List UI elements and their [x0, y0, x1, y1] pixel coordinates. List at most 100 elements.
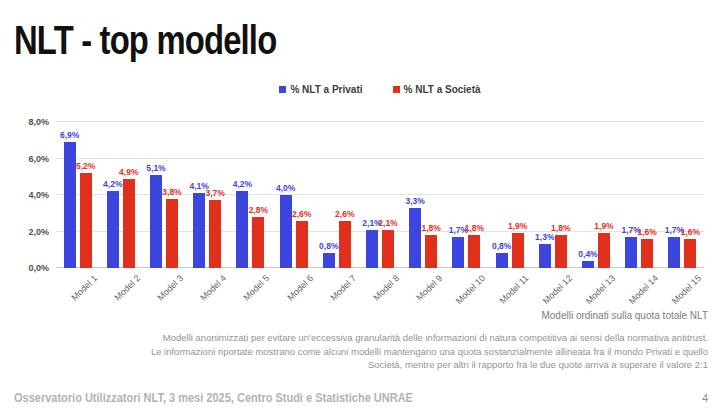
plot-area: 0,0%2,0%4,0%6,0%8,0%6,9%5,2%Model 14,2%4…: [56, 122, 704, 268]
bar-societa: 1,9%: [598, 233, 610, 268]
bar-value-label: 0,4%: [578, 249, 597, 259]
bar-value-label: 1,9%: [594, 221, 613, 231]
bar-value-label: 0,8%: [492, 241, 511, 251]
bar-group-11: 0,8%1,9%Model 11: [488, 122, 531, 268]
bar-privati: 4,2%: [107, 191, 119, 268]
bar-value-label: 1,8%: [422, 223, 441, 233]
bar-value-label: 4,0%: [276, 183, 295, 193]
x-axis-label: Model 7: [328, 273, 358, 303]
page-number: 4: [702, 392, 708, 404]
bar-group-8: 2,1%2,1%Model 8: [358, 122, 401, 268]
legend-item-privati: % NLT a Privati: [279, 84, 362, 95]
x-axis-label: Model 15: [670, 273, 703, 306]
bar-group-2: 4,2%4,9%Model 2: [99, 122, 142, 268]
bar-value-label: 1,6%: [638, 227, 657, 237]
bar-societa: 4,9%: [123, 179, 135, 268]
bar-privati: 4,0%: [280, 195, 292, 268]
y-axis-tick-label: 2,0%: [28, 227, 49, 237]
bar-value-label: 4,2%: [103, 179, 122, 189]
x-axis-label: Model 4: [199, 273, 229, 303]
bar-value-label: 2,8%: [249, 205, 268, 215]
bar-privati: 0,8%: [496, 253, 508, 268]
bar-privati: 2,1%: [366, 230, 378, 268]
bar-privati: 0,8%: [323, 253, 335, 268]
axis-note: Modelli ordinati sulla quota totale NLT: [208, 310, 708, 321]
bar-value-label: 1,6%: [681, 227, 700, 237]
x-axis-label: Model 13: [584, 273, 617, 306]
bar-privati: 3,3%: [409, 208, 421, 268]
bar-privati: 6,9%: [64, 142, 76, 268]
legend-swatch-icon: [393, 86, 400, 93]
bar-value-label: 2,6%: [292, 209, 311, 219]
bar-societa: 1,6%: [684, 239, 696, 268]
y-axis-tick-label: 8,0%: [28, 117, 49, 127]
bar-value-label: 4,2%: [233, 179, 252, 189]
x-axis-label: Model 14: [627, 273, 660, 306]
legend-swatch-icon: [279, 86, 286, 93]
legend-label: % NLT a Società: [404, 84, 481, 95]
x-axis-label: Model 9: [415, 273, 445, 303]
bar-societa: 1,9%: [512, 233, 524, 268]
x-axis-label: Model 3: [155, 273, 185, 303]
x-axis-label: Model 8: [371, 273, 401, 303]
bar-group-14: 1,7%1,6%Model 14: [618, 122, 661, 268]
slide: NLT - top modello % NLT a Privati% NLT a…: [0, 0, 728, 415]
x-axis-label: Model 2: [112, 273, 142, 303]
bar-value-label: 4,9%: [119, 167, 138, 177]
footnote: Modelli anonimizzati per evitare un'ecce…: [150, 331, 708, 372]
bar-value-label: 3,3%: [406, 196, 425, 206]
y-axis-tick-label: 6,0%: [28, 154, 49, 164]
bar-societa: 1,6%: [641, 239, 653, 268]
page-title: NLT - top modello: [14, 18, 276, 63]
x-axis-label: Model 1: [69, 273, 99, 303]
bar-group-13: 0,4%1,9%Model 13: [574, 122, 617, 268]
x-axis-label: Model 11: [498, 273, 531, 306]
bar-privati: 4,2%: [236, 191, 248, 268]
bar-value-label: 1,3%: [535, 232, 554, 242]
bar-group-15: 1,7%1,6%Model 15: [661, 122, 704, 268]
legend-item-societa: % NLT a Società: [393, 84, 481, 95]
legend-label: % NLT a Privati: [290, 84, 362, 95]
y-axis-tick-label: 0,0%: [28, 263, 49, 273]
bar-societa: 5,2%: [80, 173, 92, 268]
bar-societa: 3,7%: [209, 200, 221, 268]
y-axis-tick-label: 4,0%: [28, 190, 49, 200]
bar-societa: 2,6%: [339, 221, 351, 268]
bar-value-label: 1,8%: [551, 223, 570, 233]
bar-value-label: 1,9%: [508, 221, 527, 231]
bar-group-12: 1,3%1,8%Model 12: [531, 122, 574, 268]
bar-privati: 0,4%: [582, 261, 594, 268]
bar-privati: 1,7%: [668, 237, 680, 268]
bar-group-6: 4,0%2,6%Model 6: [272, 122, 315, 268]
bar-group-7: 0,8%2,6%Model 7: [315, 122, 358, 268]
bar-privati: 4,1%: [193, 193, 205, 268]
x-axis-label: Model 5: [242, 273, 272, 303]
bar-group-10: 1,7%1,8%Model 10: [445, 122, 488, 268]
bar-privati: 5,1%: [150, 175, 162, 268]
x-axis-label: Model 10: [454, 273, 487, 306]
bar-societa: 2,8%: [252, 217, 264, 268]
bar-value-label: 2,1%: [378, 218, 397, 228]
bar-group-1: 6,9%5,2%Model 1: [56, 122, 99, 268]
bar-value-label: 5,2%: [76, 161, 95, 171]
bar-societa: 2,6%: [296, 221, 308, 268]
bar-societa: 2,1%: [382, 230, 394, 268]
bar-societa: 1,8%: [425, 235, 437, 268]
bar-group-9: 3,3%1,8%Model 9: [402, 122, 445, 268]
bar-value-label: 6,9%: [60, 130, 79, 140]
bar-societa: 3,8%: [166, 199, 178, 268]
bar-value-label: 5,1%: [146, 163, 165, 173]
bar-privati: 1,7%: [452, 237, 464, 268]
bar-group-3: 5,1%3,8%Model 3: [142, 122, 185, 268]
chart-legend: % NLT a Privati % NLT a Società: [56, 84, 704, 95]
footer-source: Osservatorio Utilizzatori NLT, 3 mesi 20…: [14, 391, 413, 405]
bar-value-label: 1,8%: [465, 223, 484, 233]
bar-group-5: 4,2%2,8%Model 5: [229, 122, 272, 268]
bar-privati: 1,7%: [625, 237, 637, 268]
bar-value-label: 2,6%: [335, 209, 354, 219]
bar-privati: 1,3%: [539, 244, 551, 268]
bar-value-label: 3,8%: [162, 187, 181, 197]
bar-value-label: 0,8%: [319, 241, 338, 251]
x-axis-label: Model 12: [541, 273, 574, 306]
bar-societa: 1,8%: [468, 235, 480, 268]
